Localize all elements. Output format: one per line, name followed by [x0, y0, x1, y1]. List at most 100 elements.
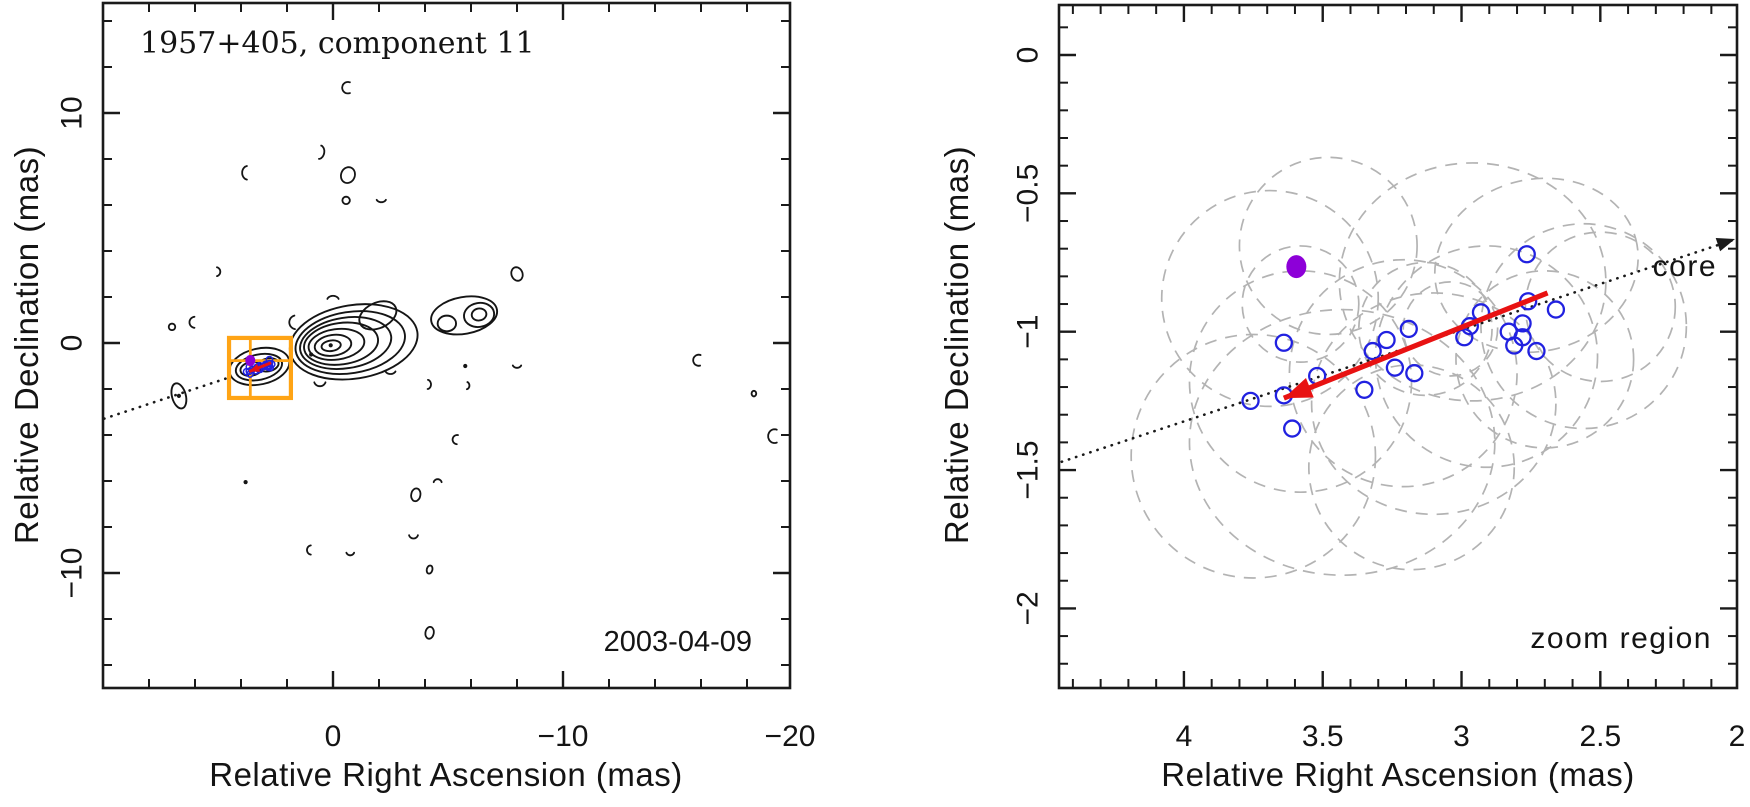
noise-contour-fragment: [341, 81, 351, 95]
observation-date-label: 2003-04-09: [604, 626, 752, 658]
noise-contour-fragment: [167, 322, 177, 331]
contour-core-jet: [303, 321, 380, 366]
y-tick-label: −1.5: [1012, 440, 1045, 499]
noise-contour-fragment: [410, 487, 422, 503]
contour-west-hotspot: [430, 295, 499, 336]
noise-contour-fragment: [692, 353, 702, 367]
epoch-size-ellipse: [1241, 245, 1360, 363]
noise-contour-fragment: [767, 428, 778, 444]
noise-contour-fragment: [339, 166, 356, 184]
current-epoch-marker: [1286, 255, 1307, 279]
left-y-axis-title: Relative Declination (mas): [8, 146, 45, 544]
noise-contour-fragment: [216, 266, 222, 277]
noise-contour-fragment: [432, 478, 443, 484]
noise-contour-fragment: [408, 534, 419, 540]
component-position-marker: [1405, 364, 1424, 383]
noise-contour-fragment: [750, 389, 758, 398]
y-tick-label: 10: [56, 96, 89, 129]
noise-contour-fragment: [511, 364, 523, 369]
epoch-size-ellipse: [1160, 189, 1380, 408]
x-tick-label: −20: [765, 720, 816, 753]
noise-contour-fragment: [306, 544, 312, 556]
epoch-size-ellipse: [1402, 281, 1499, 377]
left-panel-contour-map: 0 −10 −20 10 0 −10: [56, 1, 816, 753]
y-tick-label: 0: [56, 335, 89, 352]
noise-contour-fragment: [326, 294, 340, 300]
epoch-size-ellipse: [1524, 231, 1677, 383]
x-tick-label: 0: [325, 720, 342, 753]
contour-core-jet: [313, 333, 353, 357]
y-tick-label: 0: [1012, 47, 1045, 64]
y-tick-label: −2: [1012, 591, 1045, 625]
epoch-size-ellipse: [1307, 364, 1516, 571]
x-tick-label: 2: [1729, 720, 1746, 753]
epoch-size-ellipse: [1433, 177, 1639, 354]
right-y-axis-title: Relative Declination (mas): [938, 146, 975, 544]
component-position-marker: [1517, 245, 1536, 264]
component-position-marker: [1546, 300, 1566, 319]
x-tick-label: 4: [1176, 720, 1193, 753]
epoch-size-ellipse: [1480, 222, 1688, 430]
velocity-arrow: [1282, 290, 1549, 401]
component-position-marker: [1505, 336, 1524, 355]
right-x-axis-title: Relative Right Ascension (mas): [1161, 756, 1635, 793]
right-panel-zoom-scatter: 4 3.5 3 2.5 2 0 −0.5 −1 −1.5 −2: [1012, 3, 1746, 753]
epoch-size-ellipse: [1357, 261, 1493, 397]
zoom-region-label: zoom region: [1530, 622, 1712, 655]
epoch-size-ellipse: [1238, 156, 1418, 336]
noise-contour-fragment: [341, 195, 351, 206]
contour-west-hotspot: [463, 301, 496, 328]
noise-contour-fragment: [425, 564, 434, 575]
epoch-size-ellipse: [1374, 245, 1599, 469]
left-panel-title: 1957+405, component 11: [140, 26, 535, 61]
component-position-marker: [1283, 419, 1302, 438]
y-tick-label: −1: [1012, 315, 1045, 349]
component-position-marker: [1363, 341, 1382, 361]
component-position-marker: [1399, 319, 1418, 339]
epoch-size-ellipse: [1455, 269, 1635, 449]
component-position-marker: [1274, 333, 1294, 352]
x-tick-label: −10: [538, 720, 589, 753]
component-position-marker: [1455, 328, 1474, 347]
noise-contour-fragment: [451, 434, 459, 446]
x-tick-label: 3.5: [1302, 720, 1344, 753]
contour-core-jet: [307, 327, 366, 361]
zoom-region-box: [226, 335, 294, 401]
contour-core-jet: [358, 300, 398, 331]
noise-contour-fragment: [466, 381, 471, 391]
component-position-marker: [1241, 391, 1260, 411]
contour-core-jet: [320, 339, 342, 353]
contour-core-jet: [299, 316, 393, 370]
left-x-axis-title: Relative Right Ascension (mas): [209, 756, 683, 793]
noise-contour-fragment: [384, 370, 397, 375]
contour-west-hotspot: [470, 307, 488, 322]
epoch-size-ellipse: [1310, 292, 1557, 516]
epoch-size-ellipse: [1188, 308, 1496, 577]
noise-contour-fragment: [510, 266, 524, 282]
noise-contour-fragment: [313, 381, 327, 388]
noise-contour-fragment: [345, 551, 355, 557]
noise-contour-fragment: [318, 144, 326, 160]
x-tick-label: 2.5: [1579, 720, 1621, 753]
noise-contour-fragment: [426, 379, 432, 390]
epoch-size-ellipse: [1288, 258, 1518, 488]
contour-component11: [234, 352, 283, 382]
component-position-marker: [1513, 314, 1532, 333]
noise-contour-fragment: [424, 626, 435, 640]
noise-contour-fragment: [375, 198, 387, 204]
contour-west-hotspot: [436, 314, 457, 333]
x-tick-label: 3: [1453, 720, 1470, 753]
component-position-marker: [1385, 358, 1405, 377]
epoch-size-ellipse: [1338, 162, 1607, 402]
component-position-marker: [1527, 341, 1546, 361]
contour-core-jet: [294, 310, 406, 375]
noise-contour-fragment: [188, 315, 196, 329]
component-position-marker: [1377, 330, 1396, 350]
component-position-marker: [1355, 380, 1374, 399]
noise-contour-fragment: [288, 314, 296, 330]
y-tick-label: −0.5: [1012, 164, 1045, 223]
core-direction-label: core: [1653, 250, 1717, 283]
epoch-size-ellipse: [1130, 333, 1377, 579]
contour-southeast-knot: [170, 382, 188, 410]
